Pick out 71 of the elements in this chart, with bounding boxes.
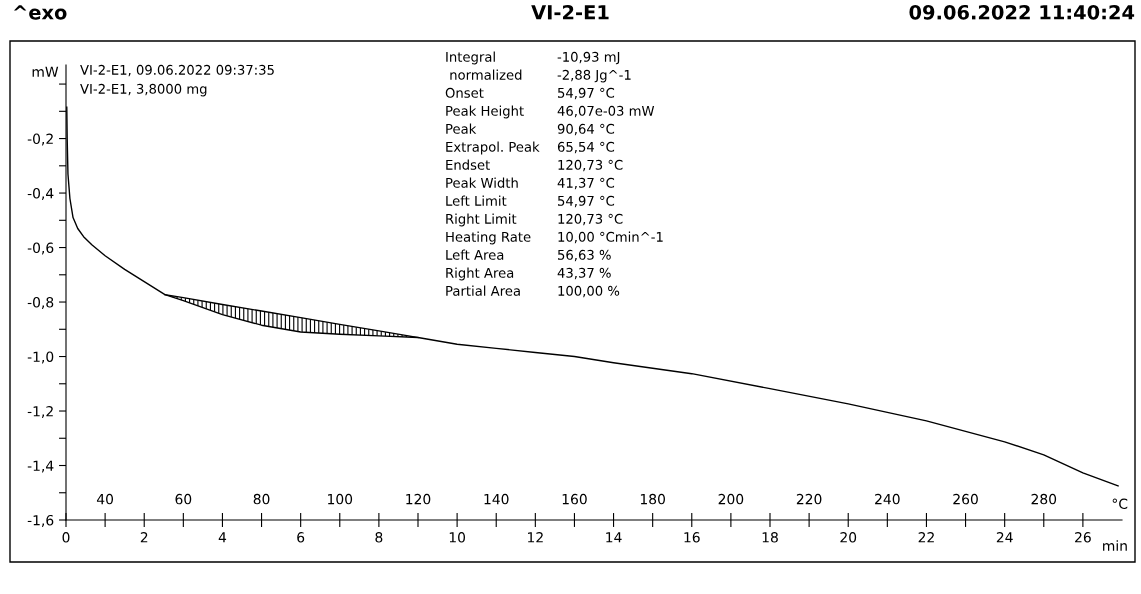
x-tick-label: 18 [762,532,778,543]
x2-tick-label: 100 [328,493,353,505]
y-tick-label: -1,6 [27,514,54,527]
y-tick-label: -1,2 [27,405,53,418]
annotation: Onset [445,87,484,98]
x2-tick-label: 60 [175,493,192,505]
text: -10,93 mJ [557,51,620,65]
annotation: Extrapol. Peak [446,141,540,155]
annotation: 41,37 °C [557,177,615,190]
annotation: VI-2-E1, 3,8000 mg [80,83,207,97]
annotation: 43,37 % [557,267,611,280]
y-tick-label: -1,4 [27,460,54,473]
x2-tick-label: 280 [1031,493,1057,505]
annotation: 54,97 °C [558,87,615,100]
x-tick-label: 8 [375,532,383,543]
text: 09.06.2022 11:40:24 [909,4,1135,20]
annotation: Left Area [446,249,504,260]
chart-title: VI-2-E1 [531,4,609,20]
x2-tick-label: 200 [718,493,744,505]
annotation: 10,00 °Cmin^-1 [558,231,663,244]
annotation: VI-2-E1, 09.06.2022 09:37:35 [80,64,274,77]
x-tick-label: 10 [449,532,466,543]
annotation: Peak [446,123,477,134]
annotation: 100,00 % [558,285,620,298]
x-tick-label: 14 [606,532,622,543]
y-tick-label: -0,6 [27,242,54,255]
x2-tick-label: 240 [875,493,900,505]
x2-axis-title: °C [1112,498,1128,510]
x-tick-label: 24 [996,532,1013,543]
annotation: 65,54 °C [557,141,615,154]
x2-tick-label: 140 [484,493,509,505]
text: ^exo [13,5,67,20]
y-tick-label: -0,4 [27,188,54,200]
annotation: 120,73 °C [558,159,623,172]
x2-tick-label: 260 [953,493,978,505]
x-tick-label: 20 [840,532,857,543]
annotation: Partial Area [446,285,520,296]
annotation: Peak Height [446,105,524,119]
annotation: 56,63 % [558,249,611,262]
y-tick-label: -0,2 [27,133,53,146]
annotation: Right Limit [446,213,517,227]
x2-tick-label: 120 [406,493,431,505]
x2-tick-label: 160 [562,493,587,505]
x2-tick-label: 80 [253,493,270,505]
x2-tick-label: 40 [96,493,114,505]
annotation: Heating Rate [446,231,531,245]
x2-tick-label: 180 [640,493,665,505]
x-tick-label: 16 [684,532,700,543]
annotation: 46,07e-03 mW [557,105,655,118]
x-tick-label: 22 [918,532,934,543]
x-tick-label: 4 [218,532,227,543]
annotation: -2,88 Jg^-1 [557,69,631,83]
annotation: Right Area [446,267,514,281]
annotation: 120,73 °C [558,213,623,226]
annotation: Left Limit [446,195,507,206]
x-tick-label: 12 [528,532,543,543]
y-tick-label: -0,8 [27,297,54,309]
annotation: 54,97 °C [558,195,615,208]
y-axis-title: mW [32,66,59,77]
annotation: 90,64 °C [557,123,615,136]
x-tick-label: 0 [62,532,70,543]
annotation: normalized [450,69,522,80]
x-tick-label: 2 [140,532,148,543]
x-tick-label: 6 [297,532,305,543]
x2-tick-label: 220 [796,493,822,505]
text: Integral [446,51,495,65]
x-axis-title: min [1103,540,1127,551]
y-tick-label: -1,0 [27,351,54,364]
annotation: Peak Width [446,177,518,188]
annotation: Endset [446,159,490,170]
x-tick-label: 26 [1075,532,1091,543]
